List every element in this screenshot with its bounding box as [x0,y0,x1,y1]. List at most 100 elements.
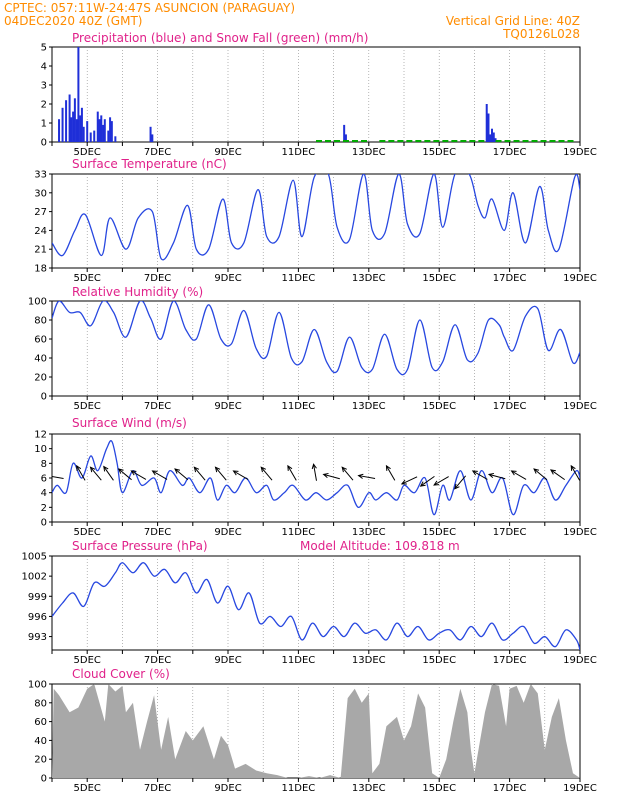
wind-arrow [260,466,273,481]
x-tick-label: 17DEC [493,401,527,412]
y-tick-label: 4 [41,488,47,499]
wind-arrow-head [260,466,267,473]
y-tick-label: 18 [34,264,47,275]
wind-arrow [233,470,249,480]
x-tick-label: 13DEC [352,527,386,538]
y-tick-label: 2 [41,100,47,111]
wind-arrow [215,466,227,481]
x-tick-label: 13DEC [352,783,386,794]
wind-arrow-head [193,466,200,473]
x-tick-label: 17DEC [493,147,527,158]
y-tick-label: 80 [34,698,47,709]
y-tick-label: 0 [41,392,47,403]
header-grid-note: Vertical Grid Line: 40Z [446,14,580,28]
y-tick-label: 993 [28,632,47,643]
x-tick-label: 9DEC [214,147,241,158]
y-tick-label: 2 [41,503,47,514]
x-tick-label: 5DEC [74,273,101,284]
pressure-panel: 5DEC 7DEC 9DEC 11DEC 13DEC 15DEC 17DEC 19DEC 993… [22,539,597,666]
precip-bar [96,111,99,142]
x-tick-label: 15DEC [422,527,456,538]
precipitation-panel: 5DEC 7DEC 9DEC 11DEC 13DEC 15DEC 17DEC 19DEC 0 1 2… [41,31,597,158]
y-tick-label: 996 [28,612,47,623]
x-tick-label: 5DEC [74,655,101,666]
panel-title: Relative Humidity (%) [72,285,203,299]
y-tick-label: 30 [34,188,47,199]
plot-area [52,301,580,376]
plot-area [52,174,580,261]
y-tick-label: 0 [41,518,47,529]
wind-arrow [152,470,168,480]
precip-bar [58,119,61,142]
panel-title: Cloud Cover (%) [72,667,170,681]
x-tick-label: 13DEC [352,401,386,412]
wind-arrow-head [130,470,137,476]
precip-bar [89,132,92,142]
x-tick-label: 13DEC [352,273,386,284]
plot-area [52,684,580,778]
x-tick-label: 15DEC [422,147,456,158]
header-station: CPTEC: 057:11W-24:47S ASUNCION (PARAGUAY… [4,1,295,15]
panel-frame [51,46,581,143]
precip-bar [77,47,80,142]
y-tick-label: 12 [34,430,47,441]
x-tick-label: 11DEC [282,655,316,666]
wind-arrow-head [400,479,407,485]
wind-arrow [488,473,506,480]
wind-arrow-head [214,466,221,473]
y-tick-label: 1005 [22,552,47,563]
precip-bar [485,104,488,142]
wind-arrow [570,465,580,481]
precip-bar [73,98,76,142]
y-tick-label: 27 [34,207,47,218]
y-tick-label: 8 [41,459,47,470]
y-tick-label: 1002 [22,572,47,583]
x-tick-label: 17DEC [493,783,527,794]
precip-bar [100,115,103,142]
x-tick-label: 5DEC [74,147,101,158]
y-tick-label: 0 [41,138,47,149]
wind-arrow-head [151,470,158,476]
wind-arrow [131,470,147,480]
wind-arrow-head [533,468,540,474]
x-tick-label: 5DEC [74,401,101,412]
wind-arrow-head [419,481,426,487]
wind-arrow-head [433,480,440,486]
x-tick-label: 17DEC [493,527,527,538]
y-tick-label: 80 [34,316,47,327]
precip-bar [65,100,68,142]
x-tick-label: 5DEC [74,527,101,538]
precip-bar [114,136,117,142]
wind-arrow [313,464,317,481]
precip-bar [151,134,154,142]
wind-arrow-head [454,483,460,490]
precip-bar [72,111,75,142]
series-line [52,301,580,376]
plot-area [52,562,580,650]
panel-title: Precipitation (blue) and Snow Fall (gree… [72,31,368,45]
precip-bar [68,94,71,142]
wind-arrow-head [385,464,391,471]
wind-arrow [52,475,64,479]
y-tick-label: 999 [28,592,47,603]
x-tick-label: 7DEC [144,147,171,158]
wind-panel: 5DEC 7DEC 9DEC 11DEC 13DEC 15DEC 17DEC 19DEC 0 2 4… [34,416,597,538]
x-tick-label: 17DEC [493,273,527,284]
x-tick-label: 11DEC [282,527,316,538]
y-tick-label: 60 [34,717,47,728]
wind-arrow-head [487,472,495,479]
x-tick-label: 17DEC [493,655,527,666]
y-tick-label: 33 [34,170,47,181]
x-tick-label: 9DEC [214,273,241,284]
wind-arrow [323,473,340,480]
x-tick-label: 13DEC [352,147,386,158]
x-tick-label: 19DEC [563,401,597,412]
wind-arrow-head [471,470,478,476]
wind-arrow-head [174,468,181,474]
x-tick-label: 15DEC [422,783,456,794]
panel-subtitle: Model Altitude: 109.818 m [300,539,460,553]
x-tick-label: 15DEC [422,401,456,412]
y-tick-label: 40 [34,354,47,365]
x-tick-label: 7DEC [144,527,171,538]
series-line [52,440,580,516]
